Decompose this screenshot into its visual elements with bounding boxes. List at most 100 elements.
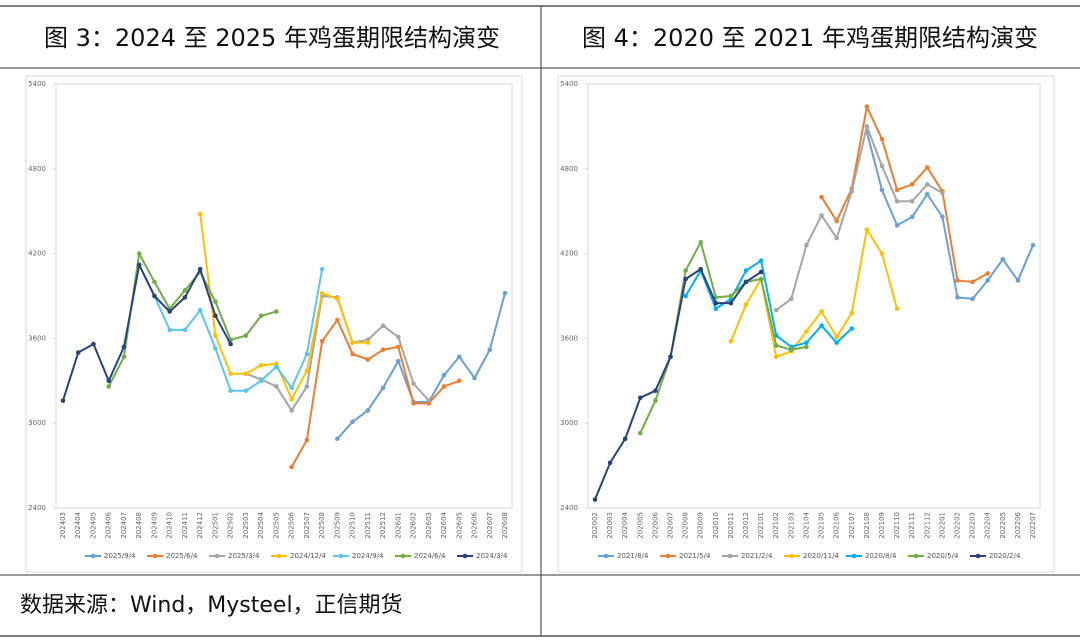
data-point (819, 323, 824, 328)
y-tick-label: 4800 (28, 165, 46, 173)
data-point (441, 384, 447, 389)
data-point (243, 388, 249, 393)
x-tick-label: 202103 (787, 512, 795, 539)
data-point (396, 344, 401, 350)
x-tick-label: 202406 (105, 511, 113, 538)
data-point (91, 341, 96, 347)
data-point (182, 288, 188, 293)
legend-marker (789, 553, 795, 559)
data-point (106, 378, 112, 384)
data-point (60, 398, 66, 403)
legend-label: 2020/8/4 (865, 552, 897, 560)
x-tick-label: 202105 (818, 512, 826, 539)
data-point (879, 187, 885, 193)
data-point (258, 362, 264, 368)
x-tick-label: 202004 (621, 511, 629, 538)
y-tick-label: 3600 (28, 334, 46, 342)
data-point (743, 279, 749, 285)
data-point (365, 408, 371, 413)
legend-label: 2024/6/4 (414, 552, 446, 560)
data-point (182, 295, 188, 300)
data-point (213, 345, 218, 351)
x-tick-label: 202102 (772, 512, 780, 539)
data-point (396, 358, 401, 364)
data-point (894, 306, 900, 312)
data-point (472, 375, 477, 381)
data-point (380, 323, 386, 328)
x-tick-label: 202104 (802, 511, 810, 538)
data-point (879, 136, 885, 142)
data-point (350, 419, 355, 425)
data-point (773, 307, 779, 313)
data-point (304, 384, 310, 389)
data-point (743, 302, 749, 307)
x-tick-label: 202412 (196, 512, 204, 539)
legend-marker (338, 553, 344, 559)
data-point (289, 396, 294, 402)
data-point (228, 371, 233, 377)
data-point (243, 333, 249, 338)
series-line (199, 213, 368, 402)
series-line (153, 268, 324, 392)
data-point (909, 199, 915, 204)
data-point (228, 341, 233, 347)
data-point (380, 385, 386, 391)
x-tick-label: 202511 (364, 512, 372, 539)
x-tick-label: 202205 (999, 512, 1007, 539)
data-point (75, 350, 81, 355)
data-point (258, 378, 264, 384)
data-point (1000, 256, 1006, 262)
data-point (773, 343, 779, 348)
data-point (152, 279, 157, 285)
data-point (638, 395, 643, 401)
data-point (213, 299, 218, 304)
y-tick-label: 3000 (560, 419, 578, 427)
x-tick-label: 202008 (682, 512, 690, 539)
x-tick-label: 202206 (1014, 511, 1022, 538)
data-point (274, 309, 279, 314)
data-point (335, 296, 340, 302)
legend-label: 2021/8/4 (617, 552, 649, 560)
series-line (639, 239, 807, 434)
data-point (894, 199, 900, 204)
data-point (970, 296, 975, 302)
data-point (607, 460, 613, 466)
data-point (728, 300, 734, 306)
x-tick-label: 202112 (923, 512, 931, 539)
data-point (683, 268, 688, 273)
x-tick-label: 202009 (697, 512, 705, 539)
legend-label: 2024/12/4 (290, 552, 326, 560)
data-point (167, 309, 172, 314)
data-point (713, 300, 719, 306)
data-point (274, 384, 279, 389)
x-tick-label: 202106 (833, 511, 841, 538)
data-point (894, 223, 900, 228)
data-point (182, 327, 188, 333)
y-tick-label: 5400 (28, 80, 46, 88)
x-tick-label: 202407 (120, 512, 128, 539)
x-tick-label: 202011 (727, 512, 735, 539)
data-point (804, 329, 809, 334)
data-point (304, 368, 310, 374)
data-point (228, 388, 233, 393)
legend-label: 2024/9/4 (352, 552, 384, 560)
data-point (940, 190, 945, 196)
data-point (592, 497, 598, 502)
data-point (319, 290, 325, 296)
data-point (668, 354, 673, 360)
data-point (622, 436, 628, 442)
data-point (638, 430, 643, 436)
data-point (758, 276, 764, 282)
data-point (864, 104, 870, 109)
legend-marker (665, 553, 671, 559)
x-tick-label: 202512 (379, 512, 387, 539)
data-point (804, 242, 809, 248)
x-tick-label: 202501 (211, 512, 219, 539)
legend-marker (90, 553, 96, 559)
legend-marker (975, 553, 981, 559)
series-line (865, 131, 1034, 300)
data-point (289, 464, 294, 470)
data-point (304, 351, 310, 357)
y-tick-label: 4200 (28, 250, 46, 258)
series-line (594, 267, 762, 500)
